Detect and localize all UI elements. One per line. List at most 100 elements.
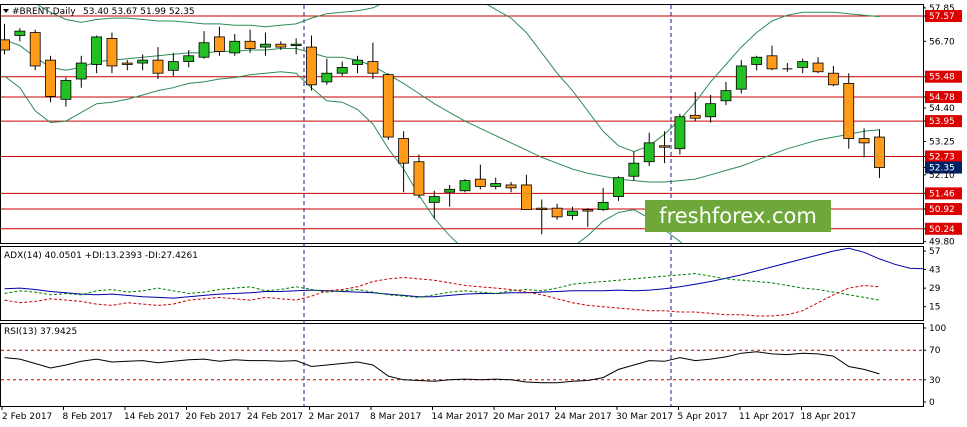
- candle-body: [720, 90, 732, 102]
- candle-body: [183, 55, 195, 62]
- price-panel-frame: [0, 4, 924, 244]
- level-label-bg: [925, 70, 962, 83]
- level-label-bg: [925, 187, 962, 200]
- price-tick-label: 49.80: [929, 238, 955, 248]
- adx-title: ADX(14) 40.0501 +DI:13.2393 -DI:27.4261: [4, 251, 198, 261]
- time-tick-label: 5 Apr 2017: [678, 412, 728, 422]
- current-price-label-bg: [925, 161, 962, 174]
- candle: [60, 77, 72, 107]
- candle-body: [75, 62, 87, 80]
- price-tick-label: 56.70: [929, 37, 955, 47]
- candle: [705, 94, 716, 123]
- candle: [14, 28, 26, 42]
- level-label-bg: [925, 115, 962, 128]
- bollinger-middle-line: [4, 39, 880, 183]
- candle-body: [413, 161, 425, 196]
- price-tick-label: 57.85: [929, 4, 955, 14]
- candle: [428, 190, 440, 219]
- candle-body: [567, 210, 578, 216]
- candle-body: [14, 30, 26, 36]
- candle: [45, 55, 56, 103]
- candle-body: [260, 43, 271, 48]
- adx-lines: [4, 247, 923, 317]
- price-tick-label: 54.40: [929, 104, 955, 114]
- level-label-bg: [925, 91, 962, 104]
- price-tick-label: 52.10: [929, 171, 955, 181]
- time-tick-label: 20 Feb 2017: [186, 412, 242, 422]
- candle-body: [352, 59, 363, 65]
- candle-body: [536, 207, 548, 211]
- time-tick-label: 20 Mar 2017: [493, 412, 550, 422]
- rsi-lines: [4, 351, 880, 384]
- candle: [597, 187, 609, 212]
- candle: [582, 208, 594, 228]
- candle-body: [597, 201, 609, 211]
- price-tick-label: 57.57: [929, 12, 955, 22]
- candle: [674, 113, 686, 155]
- candle-body: [505, 184, 517, 189]
- candle-body: [812, 62, 824, 73]
- candle: [152, 47, 164, 80]
- candle: [167, 52, 179, 77]
- price-tick-label: 51.46: [929, 189, 955, 199]
- candle: [551, 203, 563, 220]
- candle-body: [858, 138, 870, 144]
- bollinger-upper-line: [36, 5, 880, 153]
- time-tick-label: 8 Mar 2017: [370, 412, 421, 422]
- adx-panel-frame: [0, 246, 924, 321]
- candle-body: [459, 180, 471, 192]
- candle: [121, 60, 133, 71]
- candle-body: [444, 188, 456, 193]
- candle-body: [613, 177, 624, 197]
- candle: [91, 35, 102, 74]
- time-tick-label: 2 Mar 2017: [309, 412, 360, 422]
- candle: [782, 63, 793, 72]
- candle-body: [490, 183, 502, 187]
- candle-body: [275, 43, 287, 48]
- time-tick-label: 14 Feb 2017: [124, 412, 180, 422]
- candle: [290, 38, 302, 55]
- candle: [137, 54, 149, 71]
- candle: [75, 55, 87, 88]
- level-label-bg: [925, 203, 962, 216]
- candle: [367, 42, 379, 80]
- candle: [260, 32, 271, 56]
- rsi-tick-label: 0: [929, 398, 935, 408]
- candle: [398, 131, 410, 193]
- candle: [474, 164, 486, 190]
- price-tick-label: 52.73: [929, 153, 955, 163]
- adx-series-line: [4, 276, 880, 317]
- candle-body: [874, 136, 885, 168]
- candle-body: [382, 74, 394, 138]
- rsi-tick-label: 100: [929, 324, 946, 334]
- candle: [521, 174, 532, 211]
- collapse-triangle-icon[interactable]: [3, 9, 9, 13]
- current-price-label: 52.35: [929, 164, 955, 174]
- candle-body: [60, 80, 72, 100]
- candle-body: [213, 36, 225, 52]
- candle: [459, 179, 471, 193]
- candle: [643, 132, 655, 167]
- bollinger-bands: [4, 5, 880, 243]
- candle: [382, 73, 394, 140]
- candle-body: [152, 59, 164, 74]
- candle-body: [551, 207, 563, 218]
- candle: [444, 184, 456, 207]
- candle-body: [474, 178, 486, 187]
- rsi-series-line: [4, 351, 880, 384]
- time-tick-label: 8 Feb 2017: [63, 412, 113, 422]
- candle-body: [29, 32, 41, 67]
- candle: [198, 31, 210, 59]
- candle-body: [628, 162, 640, 177]
- candle-body: [674, 116, 686, 150]
- time-tick-label: 24 Mar 2017: [555, 412, 612, 422]
- candle: [1, 23, 10, 55]
- price-panel-header: #BRENT,Daily 53.40 53.67 51.99 52.35: [3, 7, 195, 17]
- price-tick-label: 53.25: [929, 137, 955, 147]
- candle: [29, 29, 41, 71]
- candle-body: [521, 184, 532, 211]
- candle: [352, 55, 363, 74]
- candle-body: [797, 61, 809, 68]
- candle: [275, 41, 287, 50]
